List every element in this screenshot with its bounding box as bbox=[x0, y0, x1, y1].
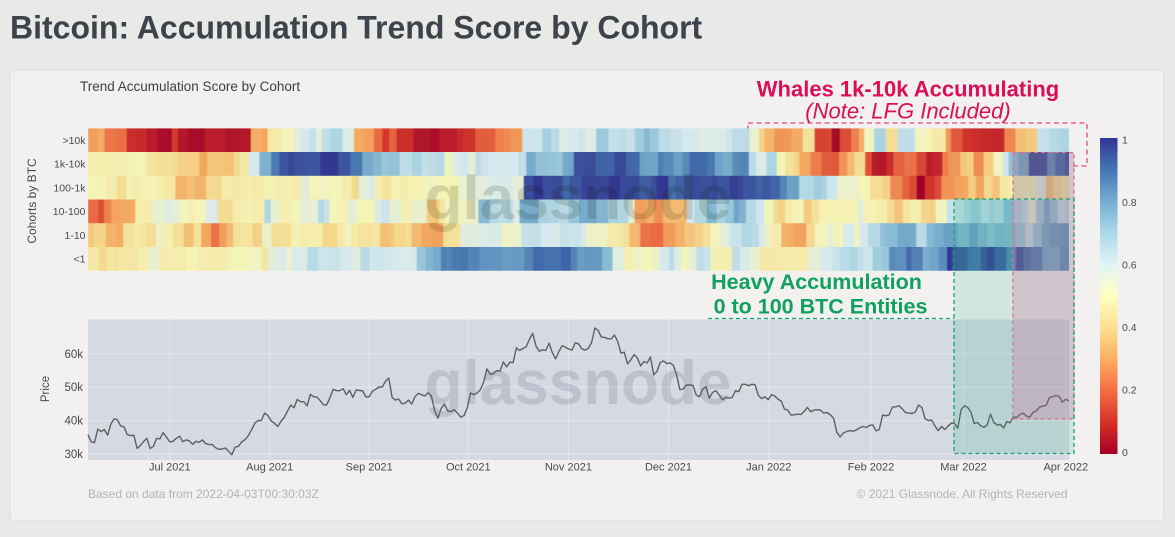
svg-text:40k: 40k bbox=[64, 416, 83, 428]
svg-text:1-10: 1-10 bbox=[64, 230, 85, 242]
svg-text:Nov 2021: Nov 2021 bbox=[545, 462, 592, 474]
svg-text:Heavy Accumulation: Heavy Accumulation bbox=[711, 270, 922, 294]
svg-text:Sep 2021: Sep 2021 bbox=[346, 462, 393, 474]
svg-text:glassnode: glassnode bbox=[425, 349, 732, 418]
svg-text:Price: Price bbox=[40, 376, 52, 402]
svg-text:0: 0 bbox=[1122, 447, 1128, 459]
svg-text:100-1k: 100-1k bbox=[53, 182, 86, 194]
svg-text:Cohorts by BTC: Cohorts by BTC bbox=[25, 158, 39, 244]
svg-text:Mar 2022: Mar 2022 bbox=[940, 462, 986, 474]
svg-text:10-100: 10-100 bbox=[53, 206, 86, 218]
svg-text:glassnode: glassnode bbox=[425, 164, 732, 233]
svg-text:Trend Accumulation Score by Co: Trend Accumulation Score by Cohort bbox=[80, 79, 300, 94]
svg-text:30k: 30k bbox=[64, 449, 83, 461]
svg-text:(Note: LFG Included): (Note: LFG Included) bbox=[805, 99, 1010, 124]
svg-text:Jul 2021: Jul 2021 bbox=[149, 462, 191, 474]
svg-text:Whales 1k-10k Accumulating: Whales 1k-10k Accumulating bbox=[757, 77, 1059, 102]
svg-text:1: 1 bbox=[1122, 135, 1128, 147]
svg-text:Based on data from 2022-04-03T: Based on data from 2022-04-03T00:30:03Z bbox=[88, 487, 319, 501]
svg-text:0.8: 0.8 bbox=[1122, 197, 1137, 209]
svg-text:>10k: >10k bbox=[62, 135, 86, 147]
svg-text:1k-10k: 1k-10k bbox=[54, 159, 86, 171]
svg-text:60k: 60k bbox=[64, 349, 83, 361]
svg-text:0 to 100 BTC Entities: 0 to 100 BTC Entities bbox=[714, 295, 928, 319]
svg-text:0.2: 0.2 bbox=[1122, 385, 1137, 397]
svg-text:Bitcoin: Accumulation Trend Sc: Bitcoin: Accumulation Trend Score by Coh… bbox=[10, 10, 703, 46]
svg-text:Feb 2022: Feb 2022 bbox=[848, 462, 894, 474]
svg-text:<1: <1 bbox=[74, 254, 86, 266]
svg-text:Dec 2021: Dec 2021 bbox=[645, 462, 692, 474]
svg-text:50k: 50k bbox=[64, 382, 83, 394]
svg-text:Aug 2021: Aug 2021 bbox=[246, 462, 293, 474]
svg-text:© 2021 Glassnode. All Rights R: © 2021 Glassnode. All Rights Reserved bbox=[857, 487, 1068, 501]
svg-text:Oct 2021: Oct 2021 bbox=[446, 462, 491, 474]
svg-text:0.4: 0.4 bbox=[1122, 322, 1137, 334]
svg-text:Apr 2022: Apr 2022 bbox=[1043, 462, 1088, 474]
svg-text:Jan 2022: Jan 2022 bbox=[746, 462, 791, 474]
svg-text:0.6: 0.6 bbox=[1122, 260, 1137, 272]
